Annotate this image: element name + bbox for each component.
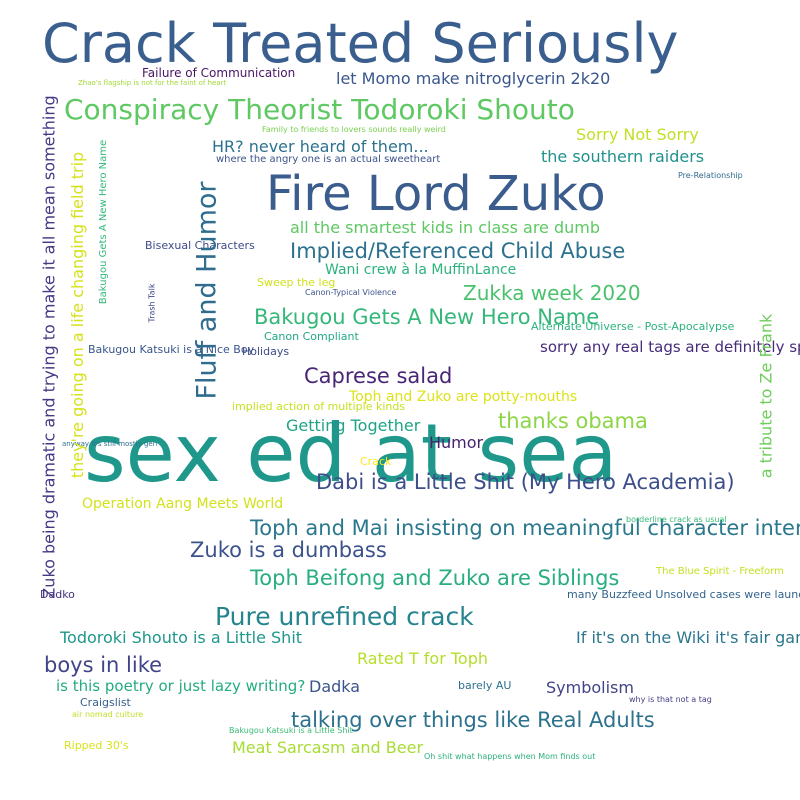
word: Bakugou Katsuki is a Nice Boy — [88, 343, 255, 356]
word: Humor — [429, 433, 484, 452]
word: Family to friends to lovers sounds reall… — [262, 125, 446, 134]
word: all the smartest kids in class are dumb — [290, 218, 601, 237]
word: Toph and Zuko are potty-mouths — [349, 389, 578, 405]
word: Trash Talk — [147, 283, 157, 323]
word: Zuko being dramatic and trying to make i… — [39, 95, 59, 599]
word: Pre-Relationship — [678, 171, 743, 180]
word: Failure of Communication — [142, 66, 296, 80]
word: Getting Together — [286, 416, 421, 435]
word: Toph Beifong and Zuko are Siblings — [250, 566, 620, 590]
word: let Momo make nitroglycerin 2k20 — [336, 69, 611, 88]
word: Bakugou Gets A New Hero Name — [254, 305, 600, 329]
word: borderline crack as usual — [626, 515, 727, 524]
word: Operation Aang Meets World — [82, 496, 284, 512]
word: talking over things like Real Adults — [291, 708, 655, 732]
word: sex ed at sea — [84, 407, 618, 500]
word: If it's on the Wiki it's fair game — [576, 628, 800, 647]
word: many Buzzfeed Unsolved cases were launch… — [567, 588, 800, 601]
word: implied action of multiple kinds — [232, 400, 406, 413]
word: Zuko is a dumbass — [190, 538, 387, 562]
word: Oh shit what happens when Mom finds out — [424, 752, 596, 761]
word: Dadka — [309, 677, 361, 696]
word: Craigslist — [80, 696, 131, 709]
word: Toph and Mai insisting on meaningful cha… — [250, 516, 800, 540]
word: Wani crew à la MuffinLance — [325, 262, 517, 278]
word: Dadko — [40, 588, 75, 601]
word: Canon-Typical Violence — [305, 288, 397, 297]
word: The Blue Spirit - Freeform — [656, 566, 784, 577]
word: the southern raiders — [541, 147, 705, 166]
word: Todoroki Shouto is a Little Shit — [60, 628, 303, 647]
word: Alternate Universe - Post-Apocalypse — [531, 320, 735, 333]
word: is this poetry or just lazy writing? — [56, 677, 306, 695]
word: Bakugou Gets A New Hero Name — [98, 139, 110, 305]
word: Conspiracy Theorist Todoroki Shouto — [64, 93, 575, 126]
word: barely AU — [458, 679, 512, 692]
word: Holidays — [242, 345, 290, 358]
word: Rated T for Toph — [357, 649, 489, 668]
word: Fire Lord Zuko — [266, 166, 606, 222]
word: Crack Treated Seriously — [42, 12, 679, 75]
word: Zhao's flagship is not for the faint of … — [78, 79, 227, 87]
word: Bisexual Characters — [145, 239, 255, 252]
word: Bakugou Katsuki is a Little Shit — [229, 726, 353, 735]
word: Fluff and Humor — [191, 180, 223, 400]
word: a tribute to Ze Frank — [755, 313, 775, 479]
word: Meat Sarcasm and Beer — [232, 738, 424, 757]
word: Pure unrefined crack — [215, 602, 474, 631]
word: anyway it's still mostly gen — [62, 440, 158, 448]
word: Symbolism — [546, 678, 634, 697]
word: Canon Compliant — [264, 330, 359, 343]
word: Crack — [360, 455, 392, 468]
word: Caprese salad — [304, 364, 453, 388]
word: they're going on a life changing field t… — [68, 151, 88, 479]
word: Ripped 30's — [64, 739, 129, 752]
word: Sorry Not Sorry — [576, 125, 699, 144]
word: why is that not a tag — [629, 695, 712, 704]
word: Sweep the leg — [257, 276, 336, 289]
word: Dabi is a Little Shit (My Hero Academia) — [316, 470, 735, 494]
word: thanks obama — [498, 409, 648, 433]
word: boys in like — [44, 653, 163, 677]
word: HR? never heard of them... — [212, 137, 429, 156]
word: where the angry one is an actual sweethe… — [216, 154, 441, 165]
word: air nomad culture — [72, 710, 144, 719]
word: sorry any real tags are definitely spoil… — [540, 338, 800, 356]
word: Zukka week 2020 — [463, 281, 641, 305]
word: Implied/Referenced Child Abuse — [290, 239, 626, 263]
